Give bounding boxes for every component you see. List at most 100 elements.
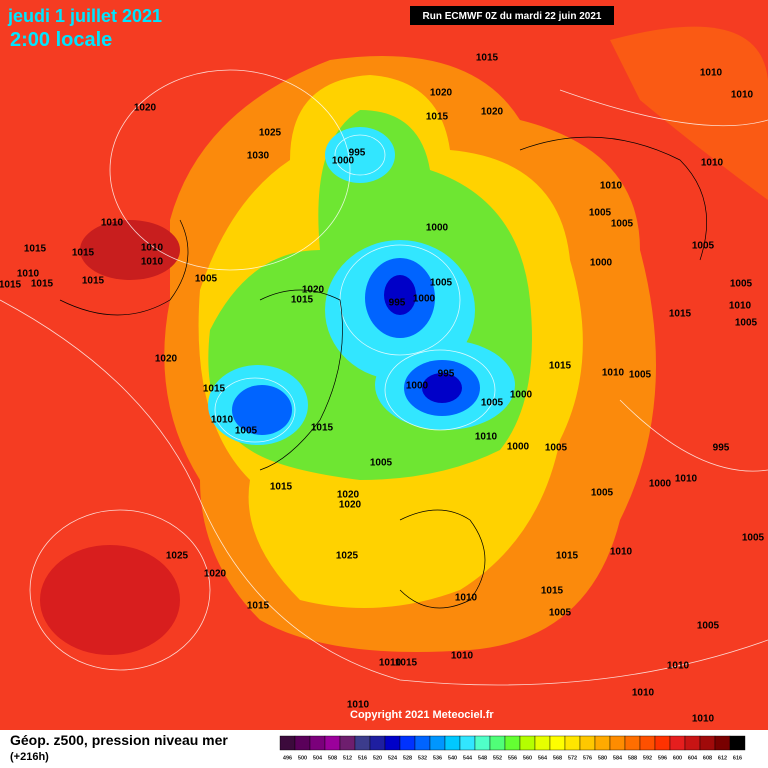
isobar-label: 1015	[669, 309, 692, 320]
colorbar-swatch	[369, 735, 386, 751]
low-core	[422, 373, 462, 403]
isobar-label: 1015	[247, 601, 270, 612]
isobar-label: 1010	[610, 547, 633, 558]
isobar-label: 1025	[166, 551, 189, 562]
isobar-label: 1005	[545, 443, 568, 454]
isobar-label: 1020	[155, 354, 178, 365]
colorbar-label: 524	[388, 755, 398, 761]
colorbar-label: 568	[553, 755, 562, 761]
colorbar-swatch	[504, 735, 521, 751]
colorbar-swatch	[444, 735, 461, 751]
colorbar-swatch	[654, 735, 671, 751]
colorbar-swatch	[579, 735, 596, 751]
colorbar-swatch	[324, 735, 341, 751]
isobar-label: 1020	[339, 500, 362, 511]
colorbar-label: 588	[628, 755, 637, 761]
colorbar-swatch	[279, 735, 296, 751]
isobar-label: 995	[438, 369, 455, 380]
isobar-label: 1010	[731, 90, 754, 101]
colorbar-label: 520	[373, 755, 382, 761]
colorbar-label: 528	[403, 755, 412, 761]
isobar-label: 1005	[692, 241, 715, 252]
colorbar-swatch	[354, 735, 371, 751]
colorbar-label: 600	[673, 755, 682, 761]
isobar-label: 1025	[259, 128, 282, 139]
isobar-label: 1005	[370, 458, 393, 469]
colorbar-swatch	[519, 735, 536, 751]
isobar-label: 1000	[413, 294, 436, 305]
isobar-label: 1010	[729, 301, 752, 312]
isobar-label: 1000	[332, 156, 355, 167]
colorbar-label: 616	[733, 755, 742, 761]
colorbar-swatch	[399, 735, 416, 751]
isobar-label: 1015	[541, 586, 564, 597]
coastlines	[59, 136, 707, 609]
isobar-label: 1005	[195, 274, 218, 285]
isobar-label: 1015	[82, 276, 105, 287]
isobar-label: 1015	[395, 658, 418, 669]
region	[610, 26, 768, 200]
colorbar-label: 608	[703, 755, 712, 761]
isobars	[0, 69, 768, 686]
isobar-label: 1015	[549, 361, 572, 372]
colorbar-label: 572	[568, 755, 577, 761]
isobar-label: 1000	[590, 258, 613, 269]
colorbar-swatch	[309, 735, 326, 751]
isobar-label: 1015	[426, 112, 449, 123]
isobar-label: 1010	[475, 432, 498, 443]
isobar-label: 1005	[697, 621, 720, 632]
low-core	[384, 275, 416, 315]
isobar-label: 1010	[700, 68, 723, 79]
isobar-label: 1015	[72, 248, 95, 259]
isobar-label: 1010	[632, 688, 655, 699]
isobar-label: 1015	[291, 295, 314, 306]
isobar-label: 1000	[649, 479, 672, 490]
isobar-label: 1010	[675, 474, 698, 485]
high	[80, 220, 180, 280]
run-box	[410, 6, 614, 25]
isobar-label: 1005	[629, 370, 652, 381]
colorbar-label: 556	[508, 755, 517, 761]
isobar-label: 1020	[134, 103, 157, 114]
isobar-label: 1010	[101, 218, 124, 229]
colorbar-swatch	[714, 735, 731, 751]
colorbar-label: 496	[283, 755, 292, 761]
isobar-label: 1005	[589, 208, 612, 219]
isobar-label: 1005	[235, 426, 258, 437]
isobar-label: 1015	[556, 551, 579, 562]
isobar-label: 1030	[247, 151, 270, 162]
isobar-label: 995	[349, 148, 366, 159]
colorbar-label: 508	[328, 755, 337, 761]
colorbar-label: 544	[463, 755, 473, 761]
colorbar-swatch	[294, 735, 311, 751]
colorbar-label: 612	[718, 755, 727, 761]
isobar-label: 1005	[742, 533, 765, 544]
colorbar-swatch	[459, 735, 476, 751]
isobar-label: 1005	[591, 488, 614, 499]
colorbar-swatch	[729, 735, 746, 751]
run: Run ECMWF 0Z du mardi 22 juin 2021	[423, 11, 602, 22]
colorbar-label: 580	[598, 755, 607, 761]
colorbar-swatch	[429, 735, 446, 751]
isobar-label: 1010	[141, 243, 164, 254]
date: jeudi 1 juillet 2021	[7, 6, 162, 26]
high	[40, 545, 180, 655]
colorbar-label: 564	[538, 755, 548, 761]
colorbar-swatch	[699, 735, 716, 751]
isobar-label: 995	[389, 298, 406, 309]
isobar-label: 1000	[426, 223, 449, 234]
isobar-label: 1010	[692, 714, 715, 725]
isobar-label: 1005	[735, 318, 758, 329]
isobar-label: 1020	[337, 490, 360, 501]
colorbar-label: 576	[583, 755, 592, 761]
colorbar-label: 592	[643, 755, 652, 761]
colorbar: 496 500 504 508 512 516 520 524 528 532 536 540 544 5…	[279, 735, 746, 761]
colorbar-label: 552	[493, 755, 502, 761]
colorbar-label: 532	[418, 755, 427, 761]
colorbar-swatch	[384, 735, 401, 751]
isobar-label: 1000	[507, 442, 530, 453]
isobar-label: 1015	[311, 423, 334, 434]
colorbar-swatch	[414, 735, 431, 751]
colorbar-label: 560	[523, 755, 532, 761]
colorbar-label: 500	[298, 755, 307, 761]
